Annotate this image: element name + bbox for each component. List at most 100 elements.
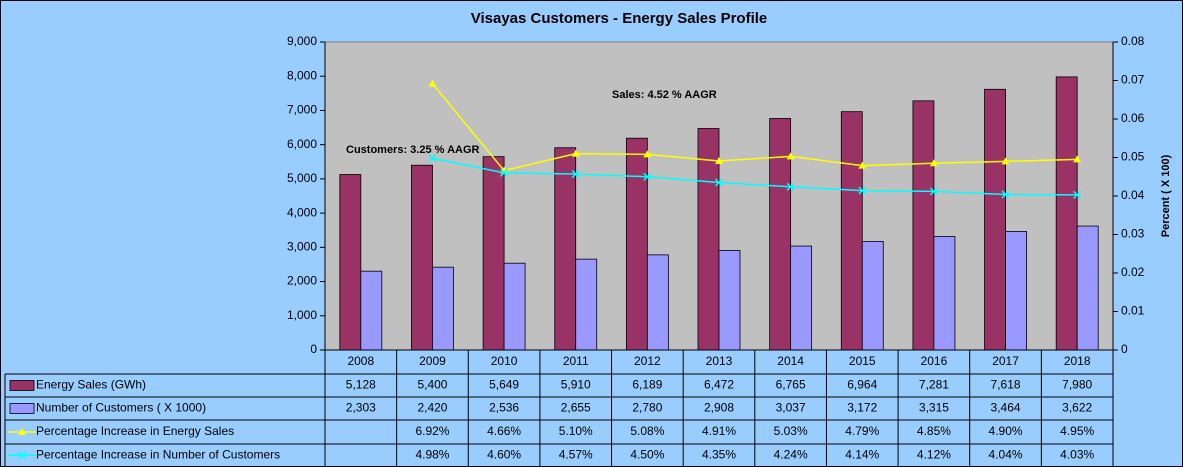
- y-tick-label: 6,000: [287, 137, 317, 151]
- line-marker: [500, 168, 509, 177]
- bar: [482, 156, 505, 351]
- y-tick-label: 7,000: [287, 103, 317, 117]
- line-marker: [643, 150, 652, 158]
- table-cell: 5.03%: [774, 424, 808, 438]
- line: [432, 157, 1078, 196]
- table-cell: 5,400: [417, 378, 447, 392]
- x-tick-label: 2017: [992, 354, 1019, 368]
- line-marker: [786, 152, 795, 160]
- bar: [339, 174, 362, 351]
- x-tick-label: 2013: [706, 354, 733, 368]
- bar: [984, 88, 1006, 351]
- line-marker: [17, 451, 27, 460]
- line-marker: [571, 170, 580, 179]
- table-cell: 4.95%: [1060, 424, 1094, 438]
- line-marker: [929, 187, 938, 196]
- bar: [718, 250, 741, 351]
- table-cell: 6,189: [632, 378, 662, 392]
- bar: [575, 258, 598, 351]
- line-marker: [1001, 157, 1010, 165]
- y-tick-label: 9,000: [287, 34, 317, 48]
- line-marker: [18, 428, 26, 435]
- table-cell: 4.57%: [559, 447, 593, 461]
- table-cell: 4.04%: [989, 447, 1023, 461]
- y-tick-label: 1,000: [287, 308, 317, 322]
- table-cell: 7,980: [1062, 378, 1092, 392]
- bar: [1055, 76, 1078, 351]
- bar: [697, 128, 720, 351]
- y-tick-label: 0: [310, 342, 317, 356]
- bar: [554, 147, 577, 351]
- legend-label: Energy Sales (GWh): [36, 378, 146, 392]
- chart-title: Visayas Customers - Energy Sales Profile: [471, 10, 768, 27]
- bar: [411, 164, 433, 351]
- bar: [933, 236, 956, 351]
- y-tick-label: 4,000: [287, 205, 317, 219]
- y2-tick-label: 0.07: [1121, 73, 1145, 87]
- table-cell: 7,281: [919, 378, 949, 392]
- y2-tick-label: 0.05: [1121, 150, 1145, 164]
- table-cell: 5,910: [561, 378, 591, 392]
- x-tick-label: 2009: [419, 354, 446, 368]
- line-marker: [858, 186, 867, 195]
- table-cell: 3,172: [847, 401, 877, 415]
- annotation: Sales: 4.52 % AAGR: [612, 89, 717, 101]
- table-cell: 5.08%: [630, 424, 664, 438]
- x-tick-label: 2016: [921, 354, 948, 368]
- table-cell: 5,128: [346, 378, 376, 392]
- table-cell: 3,464: [991, 401, 1021, 415]
- table-cell: 4.24%: [774, 447, 808, 461]
- table-cell: 3,622: [1062, 401, 1092, 415]
- legend-label: Percentage Increase in Energy Sales: [36, 424, 234, 438]
- table-cell: 4.14%: [845, 447, 879, 461]
- table-cell: 4.85%: [917, 424, 951, 438]
- table-cell: 2,420: [417, 401, 447, 415]
- y2-tick-label: 0.03: [1121, 227, 1145, 241]
- line-marker: [1073, 155, 1082, 163]
- bar: [503, 262, 526, 351]
- bar: [861, 241, 884, 351]
- line-marker: [715, 156, 723, 164]
- y-tick-label: 2,000: [287, 274, 317, 288]
- y2-tick-label: 0.08: [1121, 34, 1145, 48]
- line-marker: [929, 159, 938, 167]
- line-marker: [428, 79, 437, 87]
- line-marker: [428, 154, 437, 163]
- x-tick-label: 2008: [347, 354, 374, 368]
- line-marker: [1073, 190, 1082, 199]
- y2-tick-label: 0.01: [1121, 304, 1145, 318]
- table-cell: 2,908: [704, 401, 734, 415]
- line: [431, 83, 1078, 172]
- bar: [432, 266, 454, 351]
- y2-axis-label: Percent ( X 100): [1160, 154, 1172, 237]
- bar: [646, 254, 669, 351]
- table-cell: 4.79%: [845, 424, 879, 438]
- table-cell: 7,618: [991, 378, 1021, 392]
- table-cell: 6.92%: [415, 424, 449, 438]
- y2-tick-label: 0: [1121, 342, 1128, 356]
- legend-label: Percentage Increase in Number of Custome…: [36, 447, 280, 461]
- table-cell: 2,780: [632, 401, 662, 415]
- y-tick-label: 5,000: [287, 171, 317, 185]
- x-tick-label: 2015: [849, 354, 876, 368]
- x-tick-label: 2014: [777, 354, 804, 368]
- table-cell: 6,472: [704, 378, 734, 392]
- line-marker: [714, 178, 724, 187]
- bar: [1076, 225, 1099, 351]
- line-marker: [571, 149, 580, 157]
- line-marker: [786, 182, 795, 191]
- table-cell: 3,037: [776, 401, 806, 415]
- y2-tick-label: 0.02: [1121, 265, 1145, 279]
- bar: [790, 245, 813, 351]
- legend-key: [9, 403, 35, 414]
- line-marker: [858, 161, 867, 169]
- table-cell: 5,649: [489, 378, 519, 392]
- bar: [912, 100, 935, 351]
- table-cell: 4.12%: [917, 447, 951, 461]
- table-cell: 6,964: [847, 378, 877, 392]
- y2-tick-label: 0.04: [1121, 188, 1145, 202]
- x-tick-label: 2012: [634, 354, 661, 368]
- y-tick-label: 3,000: [287, 240, 317, 254]
- annotation: Customers: 3.25 % AAGR: [346, 144, 480, 156]
- table-cell: 4.91%: [702, 424, 736, 438]
